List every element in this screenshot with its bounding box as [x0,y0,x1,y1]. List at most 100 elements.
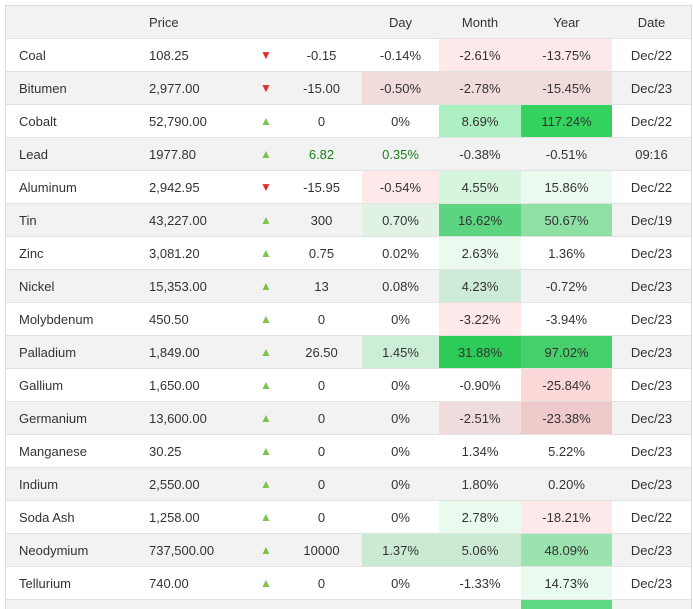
month-change-cell: 2.78% [439,501,521,534]
commodity-name: Germanium [6,402,141,435]
direction-cell: ▼ [251,171,281,204]
change-cell: -0.15 [281,39,362,72]
day-change-cell: 0% [362,435,439,468]
commodity-name: Bitumen [6,72,141,105]
month-change-cell: 31.88% [439,336,521,369]
day-change-cell: 0% [362,402,439,435]
month-change-cell: -0.38% [439,138,521,171]
commodity-name: Manganese [6,435,141,468]
direction-cell: ▲ [251,336,281,369]
commodity-name: Tellurium [6,567,141,600]
commodity-name: Palladium [6,336,141,369]
day-change-cell: 1.37% [362,534,439,567]
day-change-cell: 0% [362,369,439,402]
day-change-cell: -0.14% [362,39,439,72]
day-change-cell: 0% [362,468,439,501]
day-change-cell: 0% [362,567,439,600]
year-change-cell: 0.20% [521,468,612,501]
year-change-cell: -0.51% [521,138,612,171]
commodity-name: Neodymium [6,534,141,567]
year-change-cell: 97.02% [521,336,612,369]
direction-cell: ▲ [251,468,281,501]
day-change-cell: 0% [362,303,439,336]
price-cell: 740.00 [141,567,251,600]
direction-cell: ▲ [251,534,281,567]
direction-cell: ▲ [251,369,281,402]
header-change[interactable] [281,6,362,39]
year-change-cell: -15.45% [521,72,612,105]
header-price[interactable]: Price [141,6,251,39]
change-cell: 0.75 [281,237,362,270]
year-change-cell: -3.94% [521,303,612,336]
commodity-name: Tin [6,204,141,237]
commodity-name: Lead [6,138,141,171]
price-cell: 1,258.00 [141,501,251,534]
direction-cell: ▲ [251,567,281,600]
direction-cell: ▲ [251,303,281,336]
date-cell: Dec/19 [612,204,691,237]
change-cell: 0 [281,303,362,336]
commodity-name: Nickel [6,270,141,303]
year-change-cell: 50.67% [521,204,612,237]
price-cell: 1,849.00 [141,336,251,369]
commodity-name: Zinc [6,237,141,270]
day-change-cell: 0.70% [362,204,439,237]
commodity-name: Molybdenum [6,303,141,336]
triangle-down-icon: ▼ [260,180,272,194]
header-date[interactable]: Date [612,6,691,39]
triangle-up-icon: ▲ [260,213,272,227]
date-cell: Dec/22 [612,501,691,534]
year-change-cell: -23.38% [521,402,612,435]
change-cell: 0 [281,369,362,402]
direction-cell: ▲ [251,435,281,468]
year-change-cell: 14.73% [521,567,612,600]
commodity-name: Indium [6,468,141,501]
price-cell: 1,650.00 [141,369,251,402]
day-change-cell: 0.35% [362,138,439,171]
header-day[interactable]: Day [362,6,439,39]
day-change-cell: -0.54% [362,171,439,204]
change-cell: 0 [281,501,362,534]
month-change-cell: 8.69% [439,105,521,138]
triangle-up-icon: ▲ [260,246,272,260]
date-cell: Dec/22 [612,39,691,72]
commodity-name: Gallium [6,369,141,402]
month-change-cell: -1.33% [439,567,521,600]
header-row: Price Day Month Year Date [6,6,691,39]
date-cell: Dec/23 [612,435,691,468]
header-year[interactable]: Year [521,6,612,39]
month-change-cell: 2.63% [439,237,521,270]
change-cell: 26.50 [281,336,362,369]
change-cell: 300 [281,204,362,237]
price-cell: 450.50 [141,303,251,336]
month-change-cell: 5.06% [439,534,521,567]
header-name[interactable] [6,6,141,39]
commodity-name: Cobalt [6,105,141,138]
year-change-cell: 117.24% [521,105,612,138]
date-cell: Dec/23 [612,567,691,600]
date-cell: Dec/23 [612,534,691,567]
triangle-up-icon: ▲ [260,378,272,392]
header-month[interactable]: Month [439,6,521,39]
price-cell: 737,500.00 [141,534,251,567]
change-cell: 0 [281,402,362,435]
direction-cell: ▲ [251,237,281,270]
